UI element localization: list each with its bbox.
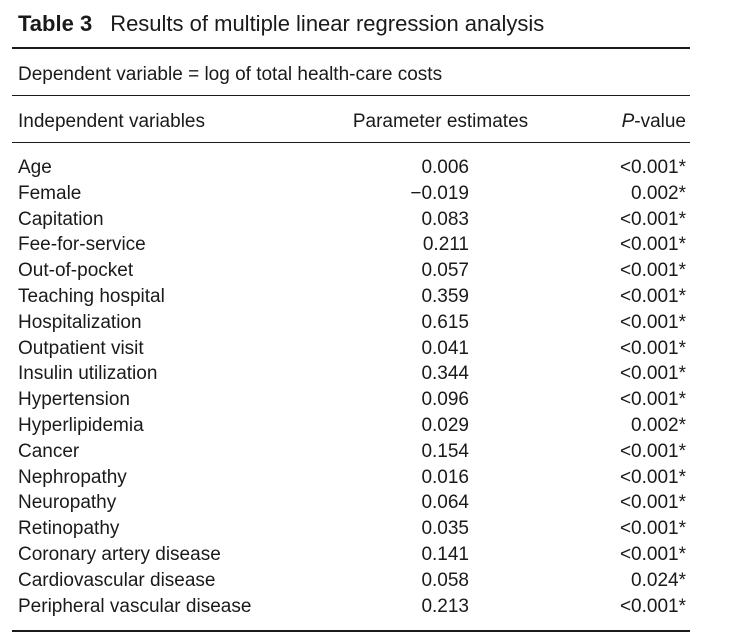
cell-variable: Capitation <box>18 208 104 230</box>
table-row: Out-of-pocket 0.057 <0.001* <box>0 258 733 284</box>
cell-variable: Peripheral vascular disease <box>18 595 252 617</box>
cell-p-value: <0.001* <box>619 311 686 333</box>
table-row: Neuropathy 0.064 <0.001* <box>0 490 733 516</box>
table-row: Age 0.006 <0.001* <box>0 155 733 181</box>
cell-estimate: 0.029 <box>421 415 469 436</box>
table-row: Cancer 0.154 <0.001* <box>0 439 733 465</box>
cell-variable: Out-of-pocket <box>18 260 134 282</box>
cell-variable: Cardiovascular disease <box>18 569 216 591</box>
cell-p-value: <0.001* <box>619 363 686 385</box>
table-title: Table 3 Results of multiple linear regres… <box>18 10 544 38</box>
cell-variable: Hospitalization <box>18 311 142 333</box>
cell-variable: Insulin utilization <box>18 363 158 385</box>
cell-p-value: <0.001* <box>619 389 686 411</box>
dependent-variable-note: Dependent variable = log of total health… <box>18 64 443 85</box>
cell-estimate: 0.083 <box>421 208 469 230</box>
cell-p-value: <0.001* <box>619 440 686 462</box>
table-row: Female −0.019 0.002* <box>0 181 733 207</box>
table-row: Capitation 0.083 <0.001* <box>0 207 733 233</box>
cell-estimate: −0.019 <box>410 182 469 204</box>
table-row: Fee-for-service 0.211 <0.001* <box>0 232 733 258</box>
cell-variable: Female <box>18 182 82 204</box>
cell-p-value: <0.001* <box>619 518 686 540</box>
header-p-italic: P <box>621 111 635 132</box>
cell-p-value: <0.001* <box>619 234 686 256</box>
cell-variable: Teaching hospital <box>18 286 165 307</box>
table-row: Cardiovascular disease 0.058 0.024* <box>0 568 733 594</box>
cell-p-value: <0.001* <box>619 466 686 488</box>
cell-estimate: 0.016 <box>421 466 469 488</box>
table-row: Nephropathy 0.016 <0.001* <box>0 465 733 491</box>
cell-variable: Hyperlipidemia <box>18 415 144 436</box>
cell-variable: Retinopathy <box>18 518 120 540</box>
cell-p-value: <0.001* <box>619 492 686 514</box>
table-row: Outpatient visit 0.041 <0.001* <box>0 336 733 362</box>
cell-estimate: 0.615 <box>421 311 469 333</box>
table-row: Hyperlipidemia 0.029 0.002* <box>0 413 733 439</box>
cell-variable: Coronary artery disease <box>18 544 221 565</box>
table-caption: Results of multiple linear regression an… <box>110 11 545 36</box>
cell-estimate: 0.359 <box>421 286 469 307</box>
cell-estimate: 0.141 <box>421 544 469 565</box>
cell-estimate: 0.058 <box>421 569 469 591</box>
cell-p-value: <0.001* <box>619 260 686 282</box>
cell-p-value: <0.001* <box>619 544 686 565</box>
table-row: Insulin utilization 0.344 <0.001* <box>0 361 733 387</box>
cell-estimate: 0.057 <box>421 260 469 282</box>
table-label: Table 3 <box>18 11 93 36</box>
cell-p-value: <0.001* <box>619 595 686 617</box>
dependent-rule <box>12 95 690 96</box>
cell-variable: Nephropathy <box>18 466 127 488</box>
cell-p-value: 0.002* <box>631 415 686 436</box>
cell-estimate: 0.344 <box>421 363 469 385</box>
cell-variable: Outpatient visit <box>18 337 144 359</box>
bottom-rule <box>12 630 690 632</box>
cell-variable: Cancer <box>18 440 80 462</box>
header-p-value: P-value <box>580 110 686 134</box>
table-row: Peripheral vascular disease 0.213 <0.001* <box>0 594 733 620</box>
header-variables: Independent variables <box>18 111 205 132</box>
cell-estimate: 0.211 <box>422 234 469 256</box>
cell-estimate: 0.064 <box>421 492 469 514</box>
header-p-rest: -value <box>634 111 686 132</box>
cell-variable: Fee-for-service <box>18 234 146 256</box>
cell-p-value: <0.001* <box>619 157 686 178</box>
cell-p-value: <0.001* <box>619 337 686 359</box>
cell-estimate: 0.006 <box>421 157 469 178</box>
cell-estimate: 0.213 <box>421 595 469 617</box>
cell-estimate: 0.041 <box>421 337 469 359</box>
cell-estimate: 0.154 <box>421 440 469 462</box>
cell-p-value: <0.001* <box>619 208 686 230</box>
header-estimates: Parameter estimates <box>352 111 529 132</box>
cell-p-value: <0.001* <box>619 286 686 307</box>
top-rule <box>12 47 690 49</box>
table-row: Hospitalization 0.615 <0.001* <box>0 310 733 336</box>
cell-estimate: 0.035 <box>421 518 469 540</box>
cell-variable: Neuropathy <box>18 492 117 514</box>
header-rule <box>12 142 690 143</box>
cell-variable: Age <box>18 157 52 178</box>
cell-p-value: 0.002* <box>631 182 686 204</box>
cell-variable: Hypertension <box>18 389 130 411</box>
cell-p-value: 0.024* <box>631 569 686 591</box>
table-row: Hypertension 0.096 <0.001* <box>0 387 733 413</box>
table-row: Retinopathy 0.035 <0.001* <box>0 516 733 542</box>
table-row: Coronary artery disease 0.141 <0.001* <box>0 542 733 568</box>
cell-estimate: 0.096 <box>421 389 469 411</box>
table-row: Teaching hospital 0.359 <0.001* <box>0 284 733 310</box>
